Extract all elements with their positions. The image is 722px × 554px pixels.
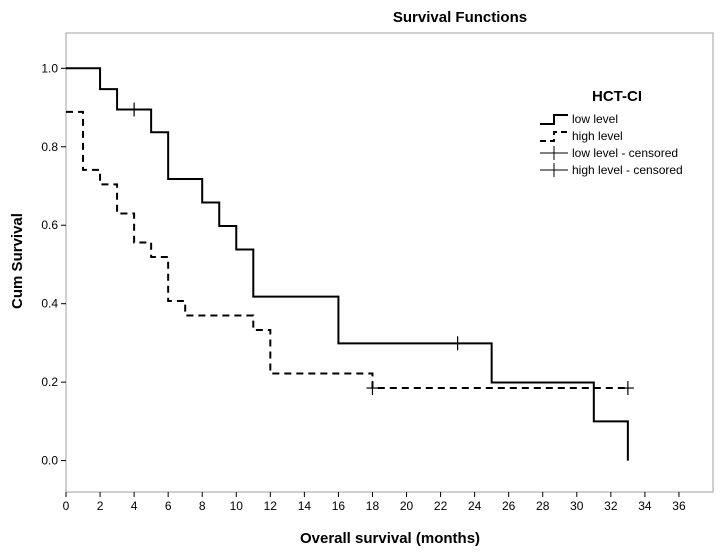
series-layer — [66, 67, 629, 461]
x-tick-label: 22 — [434, 499, 448, 513]
censor-mark-low-level — [128, 102, 141, 117]
x-axis-label: Overall survival (months) — [300, 530, 480, 547]
y-tick-label: 1.0 — [41, 61, 58, 75]
legend: HCT-CI low level high level low level - ce… — [540, 88, 683, 177]
legend-swatch-dashed-step — [540, 131, 568, 142]
series-line-low-level — [66, 67, 629, 461]
series-line-high-level — [66, 110, 628, 390]
legend-title: HCT-CI — [592, 88, 642, 105]
x-tick-label: 30 — [570, 499, 584, 513]
y-tick-label: 0.4 — [41, 297, 58, 311]
x-tick-label: 20 — [400, 499, 414, 513]
x-tick-label: 18 — [366, 499, 380, 513]
x-tick-label: 12 — [264, 499, 278, 513]
x-tick-label: 8 — [199, 499, 206, 513]
plot-frame — [65, 32, 714, 493]
censor-marks-layer — [128, 102, 634, 396]
x-tick-label: 16 — [332, 499, 346, 513]
y-tick-label: 0.2 — [41, 375, 58, 389]
censor-mark-low-level — [451, 336, 464, 351]
x-tick-label: 10 — [230, 499, 244, 513]
x-tick-label: 36 — [672, 499, 686, 513]
x-tick-label: 24 — [468, 499, 482, 513]
y-tick-label: 0.0 — [41, 454, 58, 468]
legend-item: low level - censored — [540, 146, 678, 160]
legend-item-label: low level - censored — [572, 146, 678, 160]
x-tick-label: 32 — [604, 499, 618, 513]
chart-title: Survival Functions — [393, 9, 527, 26]
legend-item: high level — [540, 129, 623, 143]
legend-item: low level — [540, 112, 618, 126]
legend-item-label: low level — [572, 112, 618, 126]
censor-mark-high-level — [621, 381, 634, 396]
x-tick-label: 4 — [131, 499, 138, 513]
x-tick-label: 26 — [502, 499, 516, 513]
legend-item: high level - censored — [540, 163, 683, 177]
x-axis-ticks: 0 2 4 6 8 10 12 14 16 18 20 22 24 26 28 30 32 34 36 — [63, 492, 686, 513]
y-axis-ticks: 0.0 0.2 0.4 0.6 0.8 1.0 — [41, 61, 66, 468]
x-tick-label: 2 — [97, 499, 104, 513]
x-tick-label: 34 — [638, 499, 652, 513]
legend-item-label: high level - censored — [572, 163, 683, 177]
legend-item-label: high level — [572, 129, 623, 143]
x-tick-label: 6 — [165, 499, 172, 513]
x-tick-label: 14 — [298, 499, 312, 513]
y-tick-label: 0.8 — [41, 140, 58, 154]
x-tick-label: 0 — [63, 499, 70, 513]
y-tick-label: 0.6 — [41, 218, 58, 232]
x-tick-label: 28 — [536, 499, 550, 513]
legend-swatch-solid-step — [540, 114, 568, 125]
plot-border — [65, 32, 714, 493]
censor-mark-high-level — [366, 381, 379, 396]
y-axis-label: Cum Survival — [9, 213, 26, 309]
